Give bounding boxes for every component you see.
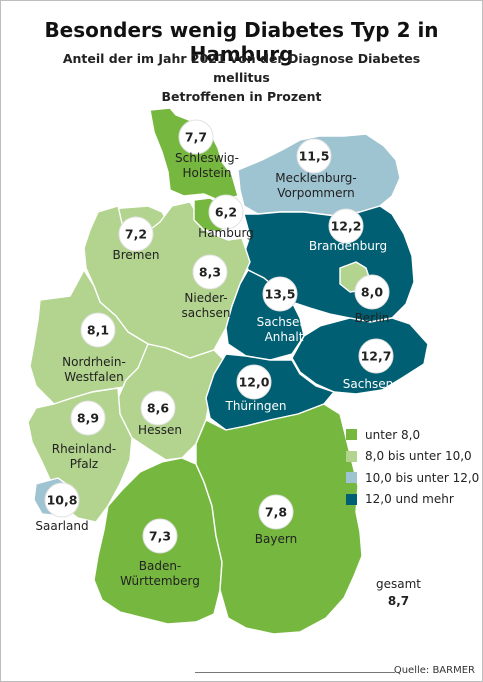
state-name-line: Anhalt	[265, 330, 304, 344]
legend-swatch	[346, 450, 357, 462]
labels-layer: 7,7 Schleswig-Holstein 11,5 Mecklenburg-Vor…	[35, 119, 394, 588]
value-badge-mecklenburg-vorpommern	[296, 138, 332, 174]
value-badge-hessen	[140, 390, 176, 426]
value-badge-baden-wuerttemberg	[142, 518, 178, 554]
value-label-mecklenburg-vorpommern: 11,5	[299, 149, 330, 164]
subtitle-line-1: Anteil der im Jahr 2021 von der Diagnose…	[62, 51, 421, 85]
state-name-sachsen-anhalt: Sachsen-Anhalt	[257, 315, 312, 344]
state-name-line: Sachsen	[343, 377, 393, 391]
value-label-hessen: 8,6	[147, 401, 169, 416]
source-note: Quelle: BARMER	[393, 665, 475, 676]
total-label: gesamt	[376, 577, 421, 591]
map-subtitle: Anteil der im Jahr 2021 von der Diagnose…	[40, 49, 443, 106]
state-name-hessen: Hessen	[138, 423, 182, 437]
legend-label: unter 8,0	[365, 427, 421, 442]
state-name-line: Mecklenburg-	[275, 171, 357, 185]
total-value: 8,7	[387, 594, 410, 608]
state-name-line: Rheinland-	[52, 442, 117, 456]
value-badge-saarland	[44, 482, 80, 518]
state-rheinland-pfalz	[27, 387, 133, 523]
state-name-brandenburg: Brandenburg	[309, 239, 387, 253]
state-name-nordrhein-westfalen: Nordrhein-Westfalen	[62, 355, 126, 384]
state-name-line: Vorpommern	[277, 186, 355, 200]
state-name-mecklenburg-vorpommern: Mecklenburg-Vorpommern	[275, 171, 357, 200]
subtitle-line-2: Betroffenen in Prozent	[161, 89, 322, 104]
value-label-bayern: 7,8	[265, 505, 287, 520]
value-label-sachsen: 12,7	[361, 349, 392, 364]
state-name-line: Thüringen	[224, 399, 286, 413]
state-name-line: Saarland	[35, 519, 88, 533]
map-title: Besonders wenig Diabetes Typ 2 in Hambur…	[44, 18, 439, 66]
legend-item: 8,0 bis unter 10,0	[346, 446, 479, 468]
value-badge-rheinland-pfalz	[70, 400, 106, 436]
legend-label: 8,0 bis unter 10,0	[365, 449, 472, 464]
value-badge-niedersachsen	[192, 254, 228, 290]
legend-item: 12,0 und mehr	[346, 489, 479, 511]
state-name-line: Holstein	[183, 166, 232, 180]
state-name-schleswig-holstein: Schleswig-Holstein	[175, 151, 239, 180]
value-label-nordrhein-westfalen: 8,1	[87, 323, 109, 338]
value-label-sachsen-anhalt: 13,5	[265, 287, 296, 302]
state-name-saarland: Saarland	[35, 519, 88, 533]
value-label-bremen: 7,2	[125, 227, 147, 242]
value-label-brandenburg: 12,2	[331, 219, 362, 234]
value-badge-brandenburg	[328, 208, 364, 244]
state-name-niedersachsen: Nieder-sachsen	[181, 291, 230, 320]
value-badge-berlin	[354, 274, 390, 310]
state-name-line: Bayern	[255, 532, 297, 546]
state-name-line: Nieder-	[184, 291, 227, 305]
legend-label: 12,0 und mehr	[365, 492, 454, 507]
value-badge-schleswig-holstein	[178, 119, 214, 155]
legend-swatch	[346, 429, 357, 441]
value-label-berlin: 8,0	[361, 285, 383, 300]
value-label-saarland: 10,8	[47, 493, 78, 508]
value-label-baden-wuerttemberg: 7,3	[149, 529, 171, 544]
value-label-thueringen: 12,0	[239, 375, 270, 390]
legend-swatch	[346, 472, 357, 484]
legend-item: unter 8,0	[346, 424, 479, 446]
legend: unter 8,0 8,0 bis unter 10,0 10,0 bis unte…	[346, 424, 479, 510]
state-name-line: Baden-	[139, 559, 182, 573]
state-name-bremen: Bremen	[113, 248, 160, 262]
state-name-bayern: Bayern	[255, 532, 297, 546]
state-name-line: sachsen	[181, 306, 230, 320]
state-name-sachsen: Sachsen	[343, 377, 393, 391]
value-badge-nordrhein-westfalen	[80, 312, 116, 348]
value-label-rheinland-pfalz: 8,9	[77, 411, 99, 426]
value-badge-thueringen	[236, 364, 272, 400]
state-name-line: Hessen	[138, 423, 182, 437]
state-name-line: Pfalz	[70, 457, 98, 471]
state-name-baden-wuerttemberg: Baden-Württemberg	[120, 559, 200, 588]
value-badge-bremen	[118, 216, 154, 252]
state-name-line: Berlin	[355, 311, 390, 325]
legend-item: 10,0 bis unter 12,0	[346, 467, 479, 489]
state-name-line: Sachsen-	[257, 315, 312, 329]
state-name-line: Württemberg	[120, 574, 200, 588]
value-badge-hamburg	[208, 194, 244, 230]
value-badge-bayern	[258, 494, 294, 530]
state-name-line: Bremen	[113, 248, 160, 262]
total-box: gesamt 8,7	[376, 576, 421, 610]
state-name-line: Nordrhein-	[62, 355, 126, 369]
state-name-line: Brandenburg	[309, 239, 387, 253]
state-name-rheinland-pfalz: Rheinland-Pfalz	[52, 442, 117, 471]
state-name-thueringen: Thüringen	[224, 399, 286, 413]
source-rule	[195, 672, 395, 673]
value-label-hamburg: 6,2	[215, 205, 237, 220]
value-label-niedersachsen: 8,3	[199, 265, 221, 280]
state-name-berlin: Berlin	[355, 311, 390, 325]
state-name-line: Westfalen	[64, 370, 123, 384]
legend-swatch	[346, 493, 357, 505]
value-badge-sachsen-anhalt	[262, 276, 298, 312]
legend-label: 10,0 bis unter 12,0	[365, 470, 480, 485]
state-name-line: Schleswig-	[175, 151, 239, 165]
value-label-schleswig-holstein: 7,7	[185, 130, 207, 145]
state-name-line: Hamburg	[198, 226, 254, 240]
state-name-hamburg: Hamburg	[198, 226, 254, 240]
value-badge-sachsen	[358, 338, 394, 374]
